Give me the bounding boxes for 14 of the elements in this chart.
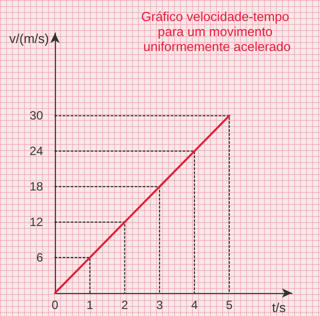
x-tick-label: 5: [226, 298, 233, 312]
y-axis-title: v/(m/s): [9, 31, 49, 46]
x-tick-label: 2: [121, 298, 128, 312]
y-tick-label: 12: [30, 215, 44, 230]
y-tick-label: 24: [30, 144, 44, 158]
chart-title: Gráfico velocidade-tempo para um movimento uniformemente acelerado: [141, 9, 293, 54]
x-axis-title: t/s: [272, 300, 286, 315]
x-tick-label: 4: [191, 298, 198, 312]
x-tick-label: 0: [52, 298, 59, 312]
y-tick-label: 6: [36, 250, 44, 265]
y-tick-label: 30: [30, 108, 44, 123]
x-tick-label: 3: [156, 298, 164, 312]
x-tick-label: 1: [86, 298, 94, 312]
y-tick-label: 18: [30, 180, 44, 194]
